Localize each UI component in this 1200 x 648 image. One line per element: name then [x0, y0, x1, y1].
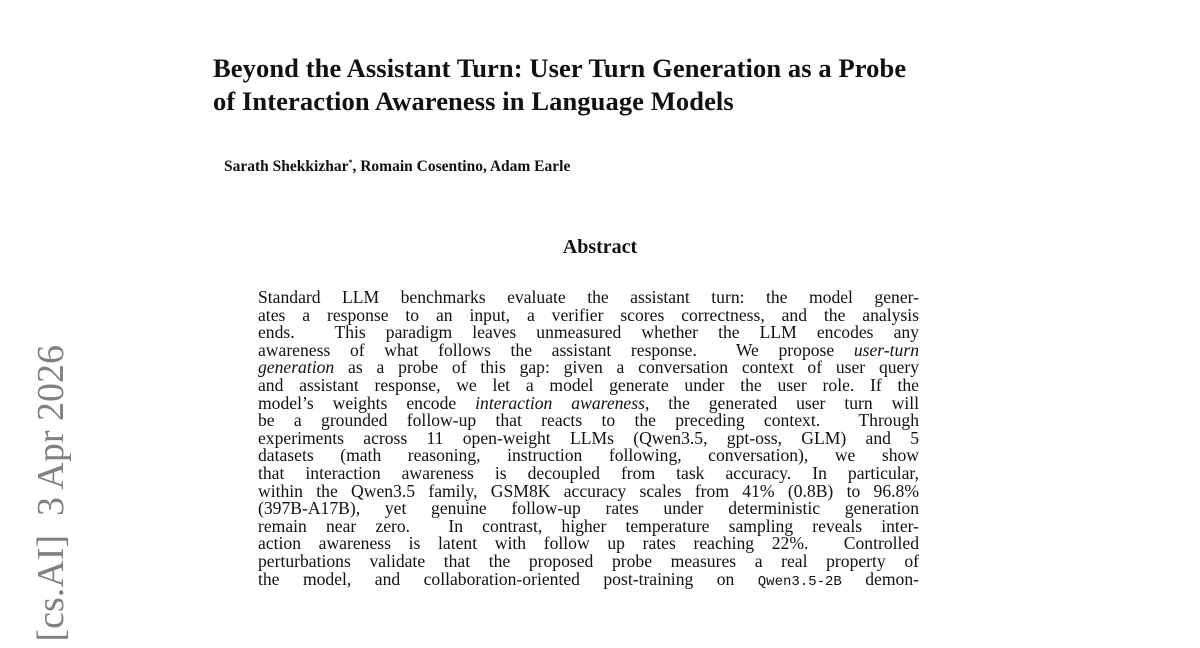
author-name: Sarath Shekkizhar — [224, 158, 349, 176]
paper-title: Beyond the Assistant Turn: User Turn Gen… — [213, 52, 906, 118]
abstract-line: remain near zero. In contrast, higher te… — [258, 515, 919, 536]
model-name-code: Qwen3.5-2B — [757, 573, 842, 590]
abstract-line: action awareness is latent with follow u… — [258, 533, 919, 554]
emphasis: generation — [258, 357, 335, 378]
emphasis: user-turn — [853, 339, 919, 360]
title-line: of Interaction Awareness in Language Mod… — [213, 86, 734, 116]
abstract-line: ends. This paradigm leaves unmeasured wh… — [258, 322, 919, 343]
author-mark: * — [348, 158, 353, 167]
abstract-line: that interaction awareness is decoupled … — [258, 462, 919, 483]
abstract-line: experiments across 11 open-weight LLMs (… — [258, 427, 919, 448]
abstract-line: ates a response to an input, a verifier … — [258, 304, 919, 325]
author-list: Sarath Shekkizhar*, Romain Cosentino, Ad… — [224, 158, 570, 176]
abstract-line: Standard LLM benchmarks evaluate the ass… — [258, 287, 919, 307]
abstract-line: and assistant response, we let a model g… — [258, 374, 919, 395]
abstract-heading: Abstract — [562, 236, 638, 258]
title-line: Beyond the Assistant Turn: User Turn Gen… — [213, 53, 907, 83]
emphasis: interaction awareness — [475, 392, 645, 413]
abstract-line: model’s weights encode interaction aware… — [258, 392, 920, 413]
abstract-body: Standard LLM benchmarks evaluate the ass… — [258, 287, 920, 590]
abstract-line: awareness of what follows the assistant … — [258, 339, 919, 360]
abstract-line: generation as a probe of this gap: given… — [258, 357, 919, 378]
abstract-line: be a grounded follow-up that reacts to t… — [258, 410, 919, 431]
author-names: , Romain Cosentino, Adam Earle — [352, 158, 571, 176]
abstract-line: (397B-A17B), yet genuine follow-up rates… — [258, 498, 919, 519]
abstract-line: within the Qwen3.5 family, GSM8K accurac… — [258, 480, 919, 501]
abstract-line: datasets (math reasoning, instruction fo… — [258, 445, 919, 466]
abstract-line: perturbations validate that the proposed… — [258, 550, 919, 571]
abstract-line: the model, and collaboration-oriented po… — [258, 568, 919, 590]
arxiv-side-stamp: [cs.AI] 3 Apr 2026 — [30, 345, 72, 642]
